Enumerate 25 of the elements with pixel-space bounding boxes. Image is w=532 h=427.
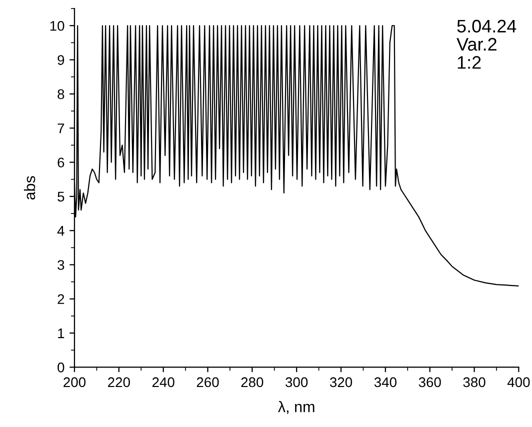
x-axis-title: λ, nm: [278, 401, 314, 414]
x-tick-label: 340: [374, 377, 396, 388]
x-tick-label: 300: [286, 377, 308, 388]
x-tick-label: 260: [196, 377, 219, 388]
x-tick-label: 200: [64, 377, 86, 388]
x-tick-label: 240: [152, 377, 174, 388]
y-tick-label: 5: [58, 192, 64, 202]
x-tick-label: 280: [241, 377, 264, 388]
y-tick-label: 6: [58, 158, 64, 168]
y-tick-label: 10: [50, 20, 64, 31]
y-tick-label: 0: [58, 362, 64, 372]
x-tick-label: 380: [463, 377, 486, 388]
y-axis-title: abs: [24, 176, 36, 200]
y-tick-label: 4: [57, 226, 64, 236]
x-tick-label: 360: [418, 377, 441, 388]
y-tick-label: 2: [58, 294, 64, 304]
x-tick-label: 400: [507, 377, 530, 388]
y-tick-label: 8: [58, 89, 64, 100]
x-tick-label: 320: [330, 377, 352, 388]
y-tick-label: 9: [58, 55, 64, 65]
y-tick-label: 1: [58, 328, 64, 338]
annotation: 5.04.24 Var.2 1:2: [456, 20, 516, 69]
x-tick-label: 220: [108, 377, 130, 388]
y-tick-label: 3: [58, 260, 64, 270]
y-tick-label: 7: [58, 124, 64, 134]
